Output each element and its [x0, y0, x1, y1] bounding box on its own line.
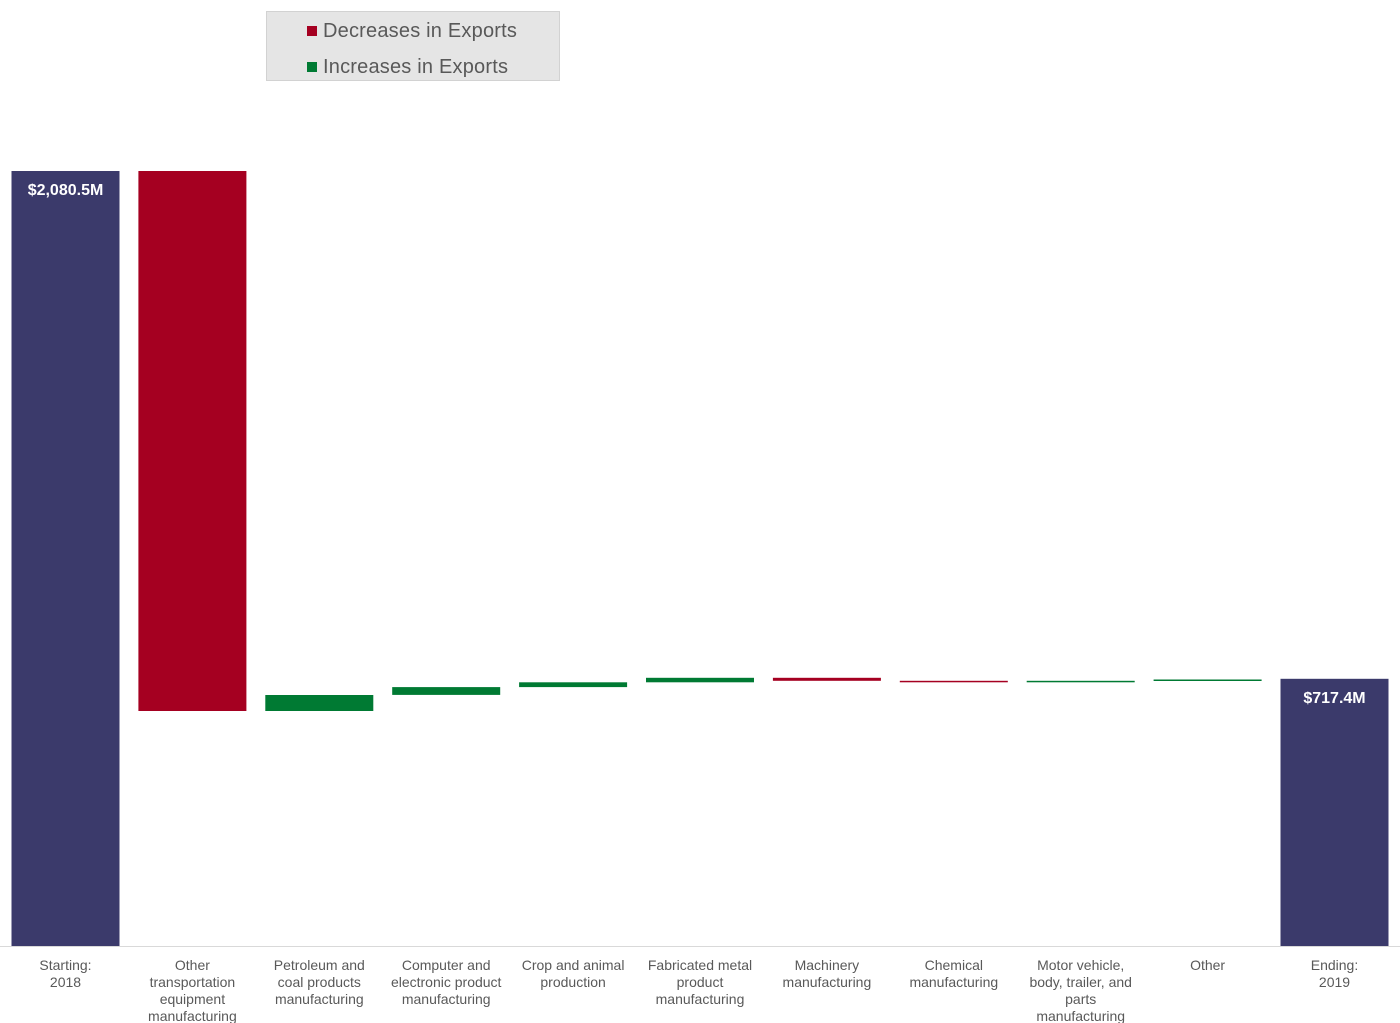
- legend-swatch-decrease: [307, 26, 317, 36]
- bar-0: [11, 171, 120, 946]
- category-label-10-0: Ending:: [1311, 957, 1358, 973]
- category-label-1-0: Other: [175, 957, 210, 973]
- category-label-6-1: manufacturing: [783, 974, 872, 990]
- category-label-9-0: Other: [1190, 957, 1225, 973]
- bar-7: [899, 680, 1008, 683]
- bar-3: [392, 687, 501, 695]
- category-label-7-0: Chemical: [925, 957, 983, 973]
- category-label-4-1: production: [540, 974, 605, 990]
- legend-label-increase: Increases in Exports: [323, 55, 509, 78]
- bar-8: [1026, 680, 1135, 683]
- value-label-10: $717.4M: [1303, 690, 1365, 707]
- category-label-0-1: 2018: [50, 974, 81, 990]
- category-label-8-3: manufacturing: [1036, 1008, 1125, 1023]
- category-label-7-1: manufacturing: [909, 974, 998, 990]
- category-label-2-0: Petroleum and: [274, 957, 365, 973]
- category-label-5-2: manufacturing: [656, 991, 745, 1007]
- category-label-2-2: manufacturing: [275, 991, 364, 1007]
- category-label-3-0: Computer and: [402, 957, 491, 973]
- category-label-0-0: Starting:: [39, 957, 91, 973]
- legend-item-decreases: Decreases in Exports: [307, 19, 517, 43]
- value-label-0: $2,080.5M: [28, 182, 104, 199]
- category-label-5-1: product: [677, 974, 724, 990]
- category-label-5-0: Fabricated metal: [648, 957, 752, 973]
- category-label-3-1: electronic product: [391, 974, 502, 990]
- category-label-2-1: coal products: [278, 974, 361, 990]
- category-label-8-1: body, trailer, and: [1029, 974, 1131, 990]
- bar-9: [1153, 679, 1262, 681]
- bar-1: [138, 171, 247, 711]
- legend-item-increases: Increases in Exports: [307, 55, 508, 79]
- bar-2: [265, 695, 374, 711]
- category-label-1-3: manufacturing: [148, 1008, 237, 1023]
- category-label-8-2: parts: [1065, 991, 1096, 1007]
- bar-5: [646, 677, 754, 683]
- bar-6: [772, 677, 881, 681]
- category-label-6-0: Machinery: [795, 957, 860, 973]
- category-label-8-0: Motor vehicle,: [1037, 957, 1124, 973]
- category-label-3-2: manufacturing: [402, 991, 491, 1007]
- category-label-1-1: transportation: [150, 974, 236, 990]
- category-label-4-0: Crop and animal: [522, 957, 625, 973]
- legend: Decreases in Exports Increases in Export…: [266, 11, 560, 81]
- legend-swatch-increase: [307, 62, 317, 72]
- bar-10: [1280, 678, 1389, 946]
- legend-label-decrease: Decreases in Exports: [323, 19, 518, 42]
- category-label-1-2: equipment: [160, 991, 225, 1007]
- bar-4: [519, 682, 628, 688]
- category-label-10-1: 2019: [1319, 974, 1350, 990]
